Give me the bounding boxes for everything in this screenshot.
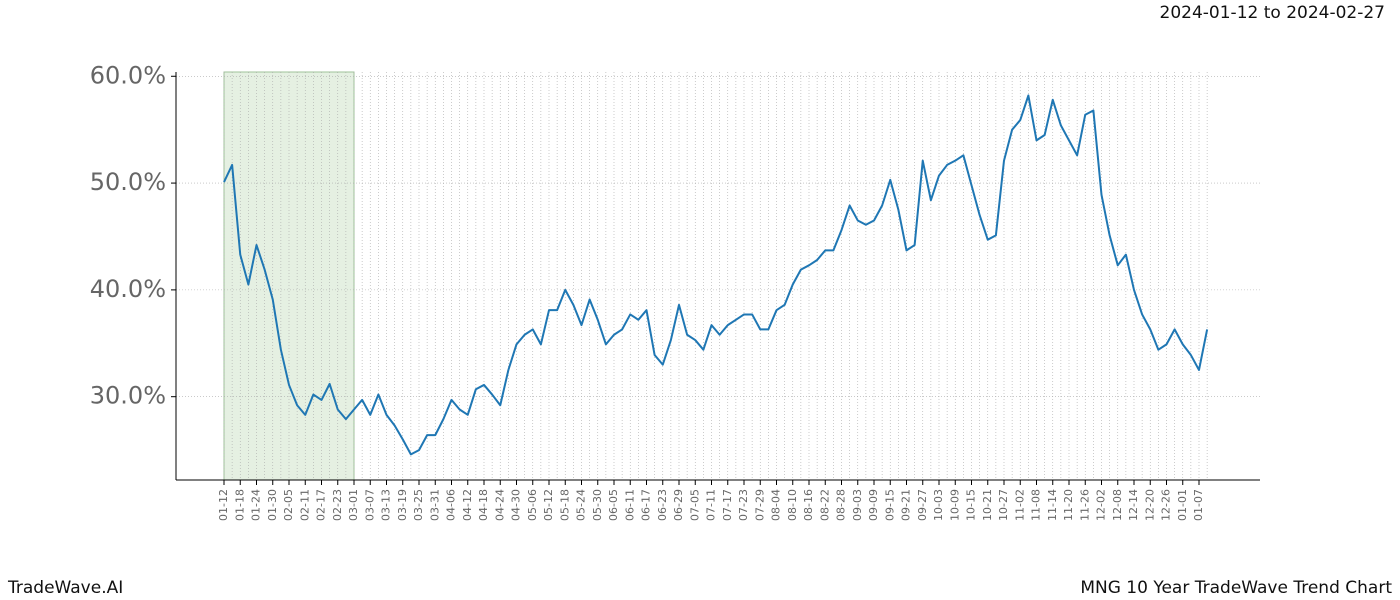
x-tick-label: 02-23	[331, 489, 344, 521]
x-tick-label: 12-14	[1127, 489, 1140, 521]
x-tick-label: 01-18	[233, 489, 246, 521]
x-tick-label: 08-04	[770, 489, 783, 521]
x-tick-label: 12-02	[1095, 489, 1108, 521]
x-tick-label: 12-08	[1111, 489, 1124, 521]
x-tick-label: 04-12	[461, 489, 474, 521]
y-tick-label: 60.0%	[90, 61, 166, 89]
x-tick-label: 06-11	[623, 489, 636, 521]
x-tick-label: 07-29	[753, 489, 766, 521]
x-tick-label: 07-11	[705, 489, 718, 521]
x-tick-label: 07-17	[721, 489, 734, 521]
chart-title: MNG 10 Year TradeWave Trend Chart	[1080, 578, 1392, 598]
y-tick-label: 50.0%	[90, 168, 166, 196]
x-tick-label: 06-17	[640, 489, 653, 521]
x-tick-label: 03-19	[396, 489, 409, 521]
x-tick-label: 05-24	[575, 489, 588, 521]
date-range: 2024-01-12 to 2024-02-27	[1160, 3, 1385, 23]
x-tick-label: 10-21	[981, 489, 994, 521]
x-tick-label: 11-08	[1030, 489, 1043, 521]
x-tick-label: 02-17	[315, 489, 328, 521]
x-tick-label: 08-16	[802, 489, 815, 521]
x-tick-label: 04-30	[510, 489, 523, 521]
x-tick-label: 09-03	[851, 489, 864, 521]
x-tick-label: 05-18	[558, 489, 571, 521]
x-tick-label: 05-30	[591, 489, 604, 521]
x-tick-label: 03-01	[347, 489, 360, 521]
x-tick-label: 09-27	[916, 489, 929, 521]
trend-line	[223, 94, 1209, 456]
x-tick-label: 01-24	[250, 489, 263, 521]
x-tick-label: 09-15	[883, 489, 896, 521]
x-tick-label: 12-20	[1143, 489, 1156, 521]
x-tick-label: 03-13	[380, 489, 393, 521]
x-tick-label: 01-01	[1176, 489, 1189, 521]
x-tick-label: 01-30	[266, 489, 279, 521]
x-tick-label: 03-25	[412, 489, 425, 521]
x-tick-label: 08-22	[818, 489, 831, 521]
x-tick-label: 08-28	[835, 489, 848, 521]
x-tick-label: 10-09	[948, 489, 961, 521]
x-tick-label: 09-09	[867, 489, 880, 521]
x-tick-label: 04-24	[493, 489, 506, 521]
x-tick-label: 11-02	[1013, 489, 1026, 521]
x-tick-label: 07-23	[737, 489, 750, 521]
x-tick-label: 05-12	[542, 489, 555, 521]
x-tick-label: 01-12	[217, 489, 230, 521]
x-tick-label: 06-05	[607, 489, 620, 521]
x-tick-label: 11-26	[1078, 489, 1091, 521]
x-tick-label: 07-05	[688, 489, 701, 521]
x-tick-label: 03-07	[363, 489, 376, 521]
x-tick-label: 01-07	[1192, 489, 1205, 521]
brand: TradeWave.AI	[7, 578, 123, 598]
x-tick-label: 06-23	[656, 489, 669, 521]
x-tick-label: 06-29	[672, 489, 685, 521]
y-tick-label: 30.0%	[90, 382, 166, 410]
y-tick-label: 40.0%	[90, 275, 166, 303]
x-tick-label: 11-20	[1062, 489, 1075, 521]
x-tick-label: 04-18	[477, 489, 490, 521]
x-tick-label: 05-06	[526, 489, 539, 521]
x-tick-label: 09-21	[900, 489, 913, 521]
x-tick-label: 10-15	[965, 489, 978, 521]
x-tick-label: 10-27	[997, 489, 1010, 521]
x-tick-label: 12-26	[1160, 489, 1173, 521]
x-tick-label: 03-31	[428, 489, 441, 521]
x-tick-label: 10-03	[932, 489, 945, 521]
x-tick-label: 11-14	[1046, 489, 1059, 521]
x-tick-label: 02-05	[282, 489, 295, 521]
x-tick-label: 08-10	[786, 489, 799, 521]
x-tick-label: 04-06	[445, 489, 458, 521]
x-tick-label: 02-11	[298, 489, 311, 521]
